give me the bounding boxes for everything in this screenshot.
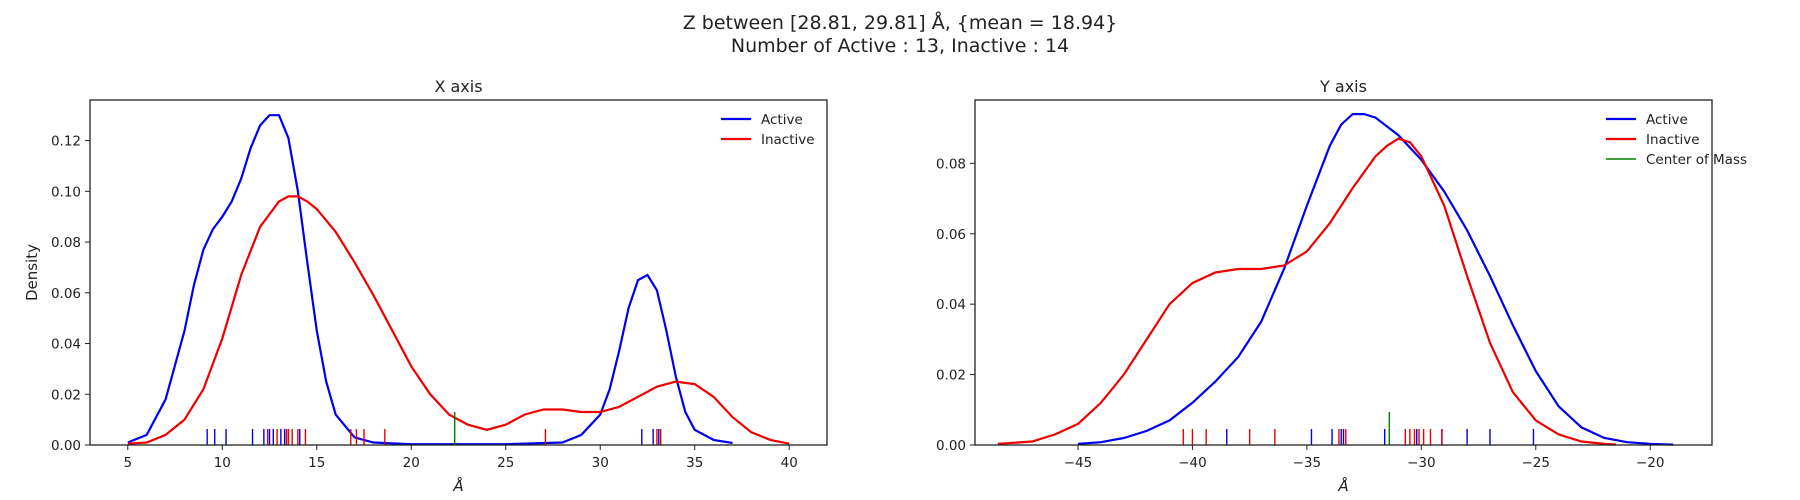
chart-title: X axis — [434, 77, 482, 96]
legend-label-inactive: Inactive — [1646, 132, 1700, 148]
x-tick-label: −35 — [1293, 455, 1322, 471]
y-tick-label: 0.04 — [936, 297, 966, 313]
figure-title-line-2: Number of Active : 13, Inactive : 14 — [730, 35, 1070, 57]
y-tick-label: 0.10 — [51, 184, 81, 200]
y-axis-label: Density — [23, 244, 41, 301]
y-tick-label: 0.00 — [936, 438, 966, 454]
plot-frame — [89, 99, 828, 446]
x-tick-label: 30 — [592, 455, 609, 471]
y-tick-label: 0.06 — [51, 286, 81, 302]
y-tick-label: 0.06 — [936, 227, 966, 243]
chart-title: Y axis — [1319, 77, 1367, 96]
legend-label-inactive: Inactive — [761, 132, 815, 148]
y-tick-label: 0.02 — [51, 387, 81, 403]
y-tick-label: 0.12 — [51, 134, 81, 150]
x-tick-label: 15 — [308, 455, 325, 471]
y-axis-density-chart: Y axis −45 −40 −35 −30 −25 −20 0.00 0.02 0.04 0.06… — [936, 77, 1747, 495]
y-tick-label: 0.02 — [936, 368, 966, 384]
x-tick-label: 25 — [497, 455, 514, 471]
x-tick-label: −45 — [1064, 455, 1093, 471]
x-tick-label: 5 — [123, 455, 132, 471]
series-line-active — [1077, 113, 1674, 446]
series-line-inactive — [997, 137, 1616, 446]
x-tick-label: −25 — [1522, 455, 1551, 471]
y-tick-label: 0.08 — [51, 235, 81, 251]
x-tick-label: 10 — [214, 455, 231, 471]
legend-label-active: Active — [1646, 112, 1688, 128]
x-tick-label: 35 — [686, 455, 703, 471]
x-tick-label: −20 — [1636, 455, 1665, 471]
x-tick-label: −30 — [1407, 455, 1436, 471]
series-line-active — [127, 114, 733, 446]
y-tick-label: 0.08 — [936, 156, 966, 172]
series-line-inactive — [127, 195, 790, 445]
y-tick-label: 0.04 — [51, 337, 81, 353]
x-axis-label: Å — [452, 476, 463, 495]
x-axis-density-chart: X axis 5 10 15 20 25 30 35 40 0.00 0.02 0.04 0.06 0.0… — [23, 77, 828, 495]
figure-title-line-1: Z between [28.81, 29.81] Å, {mean = 18.9… — [682, 12, 1118, 34]
x-axis-label: Å — [1337, 476, 1348, 495]
legend-label-center-of-mass: Center of Mass — [1646, 152, 1747, 168]
x-tick-label: −40 — [1178, 455, 1207, 471]
legend-label-active: Active — [761, 112, 803, 128]
y-tick-label: 0.00 — [51, 438, 81, 454]
x-tick-label: 20 — [403, 455, 420, 471]
plot-frame — [974, 99, 1713, 446]
x-tick-label: 40 — [781, 455, 798, 471]
